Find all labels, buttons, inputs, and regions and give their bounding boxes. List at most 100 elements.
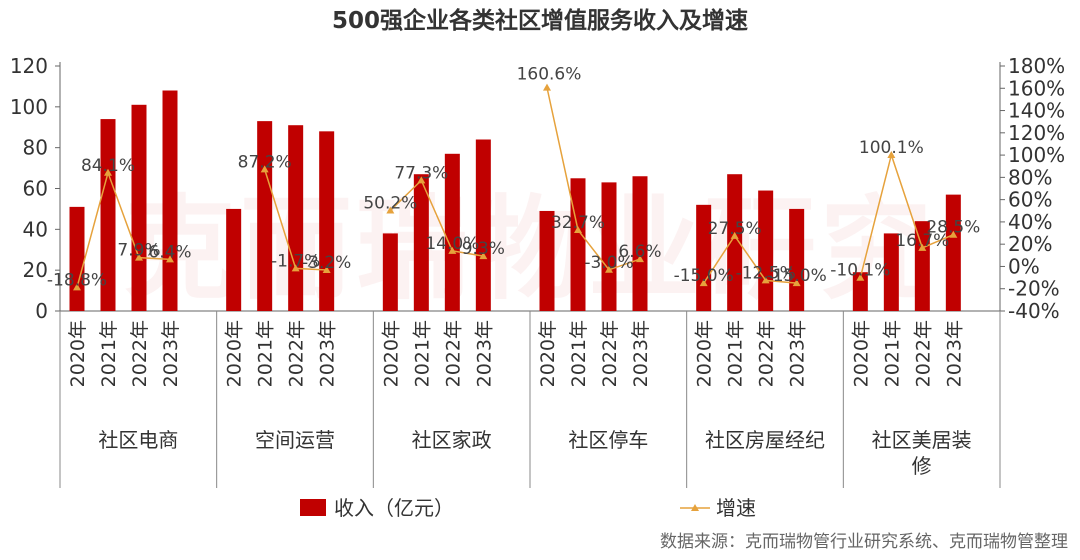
revenue-bar [883, 233, 899, 311]
legend-marker-growth [691, 504, 699, 511]
growth-marker [856, 273, 865, 281]
x-year-label: 2023年 [630, 320, 652, 387]
watermark: 克而瑞物业研究 [124, 185, 936, 315]
x-group-label: 社区家政 [412, 428, 492, 452]
growth-marker [574, 226, 582, 234]
revenue-bar [413, 174, 429, 311]
x-year-label: 2020年 [850, 320, 872, 387]
y-right-tick-label: -20% [1008, 277, 1060, 301]
growth-marker [322, 266, 331, 274]
x-year-label: 2020年 [537, 320, 559, 387]
x-year-label: 2023年 [160, 320, 182, 387]
growth-data-label: 9.3% [462, 239, 505, 259]
growth-marker [135, 253, 143, 261]
x-year-label: 2022年 [756, 320, 778, 387]
growth-marker [636, 255, 644, 263]
y-right-tick-label: -40% [1008, 299, 1060, 323]
revenue-bar [727, 174, 743, 311]
growth-lines [73, 83, 958, 291]
y-left-tick-label: 80 [23, 136, 48, 160]
bars [69, 90, 961, 312]
y-right-tick-label: 20% [1008, 232, 1052, 256]
x-year-label: 2021年 [411, 320, 433, 387]
revenue-bar [131, 104, 147, 312]
x-year-label: 2021年 [881, 320, 903, 387]
x-year-label: 2021年 [725, 320, 747, 387]
growth-marker [260, 165, 269, 173]
growth-data-label: 100.1% [859, 138, 924, 158]
growth-marker [448, 246, 457, 254]
revenue-bar [444, 153, 460, 311]
x-group-label: 社区美居装 [872, 428, 972, 452]
y-right-tick-label: 120% [1008, 121, 1065, 145]
growth-data-label: -3.0% [584, 253, 633, 273]
revenue-bar [475, 139, 491, 311]
revenue-bar [69, 206, 85, 311]
growth-marker [949, 230, 958, 238]
growth-data-label: 27.5% [708, 219, 762, 239]
revenue-bar [852, 272, 868, 311]
y-right-tick-label: 60% [1008, 188, 1052, 212]
x-year-label: 2021年 [255, 320, 277, 387]
revenue-bar [382, 233, 398, 311]
legend-label-growth: 增速 [716, 496, 756, 520]
x-year-label: 2023年 [943, 320, 965, 387]
watermark-text: 克而瑞物业研究 [124, 185, 936, 315]
growth-marker [792, 279, 801, 287]
growth-line [859, 152, 954, 278]
revenue-bar [632, 176, 648, 311]
x-year-label: 2020年 [694, 320, 716, 387]
x-year-label: 2022年 [286, 320, 308, 387]
growth-marker [479, 252, 488, 260]
growth-marker [699, 279, 708, 287]
revenue-bar [789, 208, 805, 311]
y-right-tick-label: 0% [1008, 254, 1040, 278]
growth-marker [291, 264, 300, 272]
x-group-label: 社区停车 [568, 428, 648, 452]
y-right-tick-label: 180% [1008, 54, 1065, 78]
x-group-label: 社区电商 [98, 428, 178, 452]
revenue-bar [162, 90, 178, 311]
x-year-label: 2022年 [442, 320, 464, 387]
growth-marker [887, 150, 896, 158]
axes: 020406080100120-40%-20%0%20%40%60%80%100… [10, 54, 1065, 488]
growth-data-label: -10.1% [830, 261, 890, 281]
legend-swatch-revenue [300, 499, 326, 516]
x-group-label: 空间运营 [255, 428, 335, 452]
growth-data-label: -3.2% [302, 253, 351, 273]
revenue-bar [226, 208, 242, 311]
y-left-tick-label: 120 [10, 54, 48, 78]
x-year-label: 2022年 [912, 320, 934, 387]
growth-data-label: 84.1% [81, 156, 135, 176]
growth-data-label: 6.6% [618, 242, 661, 262]
x-year-label: 2020年 [67, 320, 89, 387]
revenue-bar [100, 119, 116, 311]
growth-marker [605, 265, 613, 273]
growth-marker [104, 168, 112, 176]
growth-marker [73, 283, 81, 291]
legend-label-revenue: 收入（亿元） [334, 496, 454, 520]
revenue-bar [758, 190, 774, 311]
x-year-label: 2022年 [129, 320, 151, 387]
revenue-bar [945, 194, 961, 311]
y-right-tick-label: 160% [1008, 76, 1065, 100]
x-year-label: 2021年 [98, 320, 120, 387]
growth-data-label: 28.5% [926, 218, 980, 238]
growth-data-label: 6.4% [148, 242, 191, 262]
growth-data-label: 32.7% [551, 213, 605, 233]
data-labels: -18.8% 84.1% 7.9%6.4% 87.2% -1.7%-3.2% 50.2% 7… [47, 65, 980, 291]
growth-line [546, 87, 641, 271]
revenue-bar [696, 204, 712, 311]
growth-data-label: 50.2% [363, 194, 417, 214]
growth-data-label: 160.6% [517, 65, 582, 85]
growth-data-label: 77.3% [394, 163, 448, 183]
revenue-bar [319, 131, 335, 311]
chart-title: 500强企业各类社区增值服务收入及增速 [332, 7, 748, 34]
growth-data-label: 16.7% [895, 231, 949, 251]
revenue-bar [601, 182, 617, 311]
growth-marker [730, 231, 739, 239]
growth-data-label: 7.9% [117, 241, 160, 261]
y-right-tick-label: 100% [1008, 143, 1065, 167]
growth-marker [761, 276, 770, 284]
